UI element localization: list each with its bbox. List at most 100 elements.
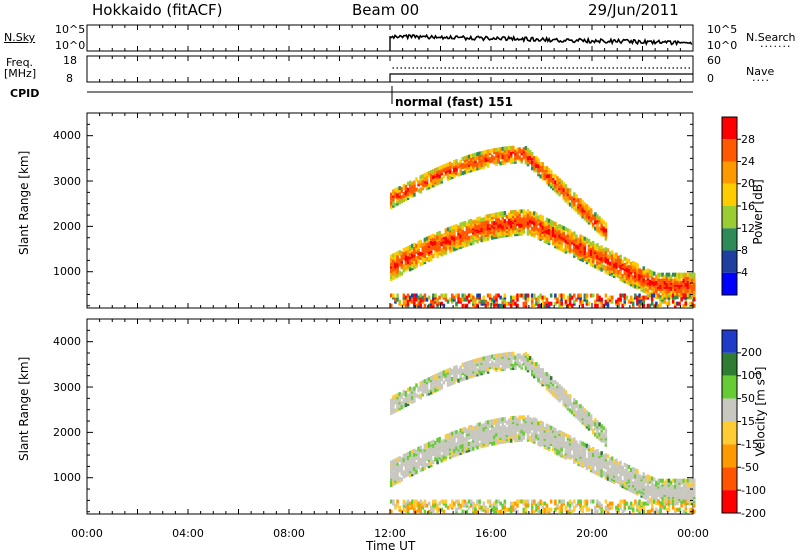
velocity-cell	[676, 478, 679, 483]
velocity-cell	[505, 358, 509, 363]
power-cell	[429, 236, 433, 241]
power-cell	[413, 242, 416, 247]
power-cell	[413, 255, 416, 260]
power-cell	[493, 299, 496, 304]
power-cell	[411, 185, 414, 190]
velocity-cell	[461, 370, 465, 375]
power-cell	[463, 231, 467, 236]
power-cell	[671, 272, 675, 277]
velocity-cell	[411, 470, 414, 475]
velocity-cell	[598, 458, 601, 463]
power-cell	[472, 236, 475, 241]
velocity-cell	[465, 371, 469, 376]
power-cell	[455, 303, 458, 308]
power-cell	[638, 272, 641, 277]
power-cell	[541, 215, 545, 220]
power-cell	[488, 297, 492, 302]
power-cell	[400, 195, 404, 200]
velocity-cell	[486, 367, 490, 372]
velocity-cell	[693, 499, 696, 504]
velocity-cell	[558, 390, 561, 395]
power-cell	[577, 243, 580, 248]
velocity-cell	[592, 469, 595, 474]
power-cell	[438, 235, 441, 240]
power-cell	[467, 225, 471, 230]
power-cell	[417, 246, 420, 251]
velocity-cell	[440, 440, 444, 445]
velocity-cell	[509, 353, 513, 358]
velocity-cell	[398, 478, 401, 483]
power-cell	[583, 295, 587, 300]
velocity-cell	[560, 435, 563, 440]
velocity-cell	[514, 415, 517, 420]
power-cell	[636, 277, 639, 282]
velocity-cell	[579, 410, 582, 415]
velocity-cell	[541, 382, 545, 387]
power-cell	[573, 235, 576, 240]
velocity-cell	[503, 352, 507, 357]
power-cell	[482, 231, 486, 236]
power-cell	[589, 293, 593, 298]
power-cell	[518, 217, 521, 222]
velocity-cell	[663, 497, 667, 502]
power-cell	[486, 232, 490, 237]
velocity-cell	[596, 467, 599, 472]
velocity-cell	[564, 445, 568, 450]
velocity-cell	[501, 423, 505, 428]
velocity-cell	[434, 376, 437, 381]
velocity-cell	[398, 458, 401, 463]
power-cell	[554, 221, 557, 226]
velocity-cell	[436, 456, 439, 461]
power-cell	[463, 164, 467, 169]
power-cell	[518, 147, 521, 152]
velocity-cell	[549, 507, 553, 512]
velocity-cell	[690, 499, 694, 504]
velocity-cell	[524, 358, 528, 363]
velocity-cell	[455, 375, 458, 380]
power-cell	[659, 280, 662, 285]
velocity-cell	[663, 480, 667, 485]
power-cell	[547, 174, 551, 179]
power-cell	[516, 153, 519, 158]
velocity-cell	[413, 454, 416, 459]
velocity-cell	[488, 499, 492, 504]
velocity-cell	[541, 433, 545, 438]
power-cell	[404, 186, 408, 191]
power-cell	[587, 244, 591, 249]
velocity-cell	[589, 426, 593, 431]
power-cell	[459, 230, 462, 235]
velocity-cell	[541, 374, 545, 379]
power-cell	[453, 224, 456, 229]
power-cell	[425, 182, 429, 187]
velocity-cell	[514, 417, 517, 422]
velocity-cell	[549, 382, 553, 387]
velocity-cell	[478, 442, 481, 447]
power-cell	[406, 256, 410, 261]
velocity-cell	[592, 453, 595, 458]
velocity-cell	[423, 453, 427, 458]
velocity-cell	[442, 447, 446, 452]
velocity-cell	[438, 507, 441, 512]
power-cell	[539, 224, 542, 229]
velocity-cell	[520, 355, 523, 360]
velocity-cell	[512, 501, 515, 506]
velocity-cell	[625, 478, 629, 483]
power-cell	[573, 233, 576, 238]
power-cell	[533, 303, 536, 308]
power-cell	[537, 158, 540, 163]
power-cell	[440, 165, 444, 170]
power-cell	[474, 219, 477, 224]
power-cell	[497, 216, 500, 221]
velocity-cell	[404, 453, 408, 458]
power-cell	[547, 303, 551, 308]
power-cell	[402, 266, 406, 271]
power-cell	[596, 259, 599, 264]
power-cell	[501, 146, 505, 151]
power-cell	[495, 216, 498, 221]
velocity-cell	[495, 440, 498, 445]
power-cell	[674, 288, 677, 293]
power-cell	[392, 265, 395, 270]
power-cell	[419, 241, 422, 246]
power-cell	[554, 293, 557, 298]
power-cell	[434, 251, 437, 256]
